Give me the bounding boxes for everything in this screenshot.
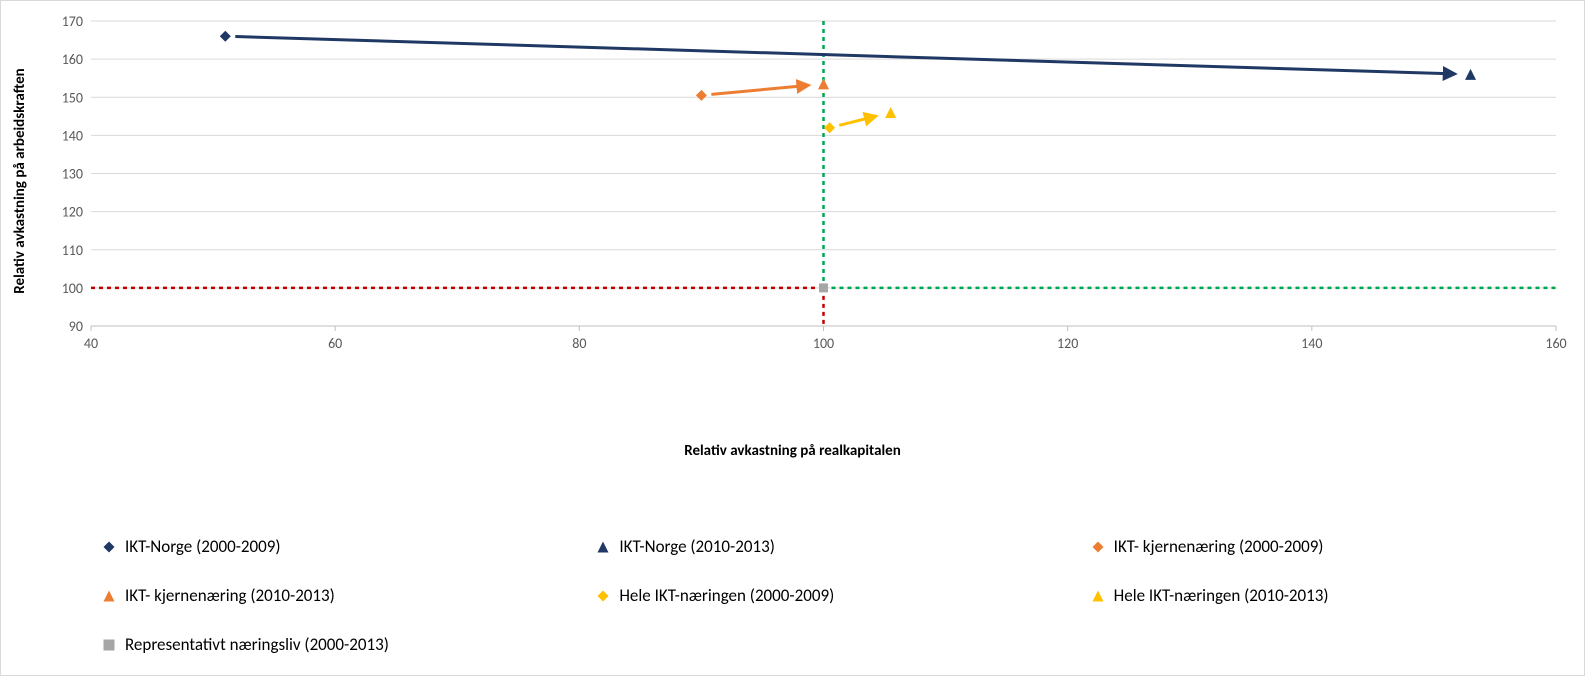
diamond-icon bbox=[595, 588, 611, 604]
svg-text:60: 60 bbox=[328, 335, 342, 352]
point-ikt_kjerne_2000_2009 bbox=[696, 90, 707, 101]
triangle-icon bbox=[595, 539, 611, 555]
diamond-icon bbox=[101, 539, 117, 555]
triangle-icon bbox=[101, 588, 117, 604]
legend-label: IKT- kjernenæring (2010-2013) bbox=[125, 585, 335, 606]
svg-text:120: 120 bbox=[62, 204, 83, 221]
legend-item-ikt_norge_2010_2013: IKT-Norge (2010-2013) bbox=[595, 536, 1069, 557]
legend-label: Representativt næringsliv (2000-2013) bbox=[125, 634, 389, 655]
legend-item-repr_naeringsliv: Representativt næringsliv (2000-2013) bbox=[101, 634, 575, 655]
legend-item-ikt_norge_2000_2009: IKT-Norge (2000-2009) bbox=[101, 536, 575, 557]
svg-text:90: 90 bbox=[69, 318, 83, 335]
legend: IKT-Norge (2000-2009) IKT-Norge (2010-201… bbox=[101, 536, 1564, 655]
point-ikt_kjerne_2010_2013 bbox=[818, 78, 829, 89]
scatter-chart-svg: 9010011012013014015016017040608010012014… bbox=[76, 16, 1571, 356]
point-ikt_norge_2000_2009 bbox=[220, 31, 231, 42]
legend-item-hele_ikt_2010_2013: Hele IKT-næringen (2010-2013) bbox=[1090, 585, 1564, 606]
legend-label: Hele IKT-næringen (2010-2013) bbox=[1114, 585, 1329, 606]
chart-container: Relativ avkastning på arbeidskraften 90 1… bbox=[0, 0, 1585, 676]
triangle-icon bbox=[1090, 588, 1106, 604]
svg-text:80: 80 bbox=[572, 335, 586, 352]
point-ikt_norge_2010_2013 bbox=[1465, 69, 1476, 80]
point-hele_ikt_2010_2013 bbox=[885, 107, 896, 118]
legend-label: IKT-Norge (2000-2009) bbox=[125, 536, 281, 557]
svg-text:160: 160 bbox=[62, 51, 83, 68]
svg-text:100: 100 bbox=[813, 335, 834, 352]
svg-text:150: 150 bbox=[62, 89, 83, 106]
svg-text:170: 170 bbox=[62, 13, 83, 30]
square-icon bbox=[101, 637, 117, 653]
y-axis-label: Relativ avkastning på arbeidskraften bbox=[11, 68, 29, 293]
legend-label: IKT-Norge (2010-2013) bbox=[619, 536, 775, 557]
svg-text:120: 120 bbox=[1057, 335, 1078, 352]
svg-text:100: 100 bbox=[62, 280, 83, 297]
svg-text:110: 110 bbox=[62, 242, 83, 259]
legend-item-hele_ikt_2000_2009: Hele IKT-næringen (2000-2009) bbox=[595, 585, 1069, 606]
svg-text:160: 160 bbox=[1545, 335, 1566, 352]
diamond-icon bbox=[1090, 539, 1106, 555]
x-axis-label: Relativ avkastning på realkapitalen bbox=[684, 442, 901, 460]
svg-text:130: 130 bbox=[62, 166, 83, 183]
plot-area: 9010011012013014015016017040608010012014… bbox=[76, 16, 1571, 356]
point-hele_ikt_2000_2009 bbox=[824, 122, 835, 133]
point-repr_naeringsliv bbox=[819, 283, 828, 292]
legend-label: Hele IKT-næringen (2000-2009) bbox=[619, 585, 834, 606]
legend-label: IKT- kjernenæring (2000-2009) bbox=[1114, 536, 1324, 557]
svg-text:140: 140 bbox=[1301, 335, 1322, 352]
legend-item-ikt_kjerne_2000_2009: IKT- kjernenæring (2000-2009) bbox=[1090, 536, 1564, 557]
legend-item-ikt_kjerne_2010_2013: IKT- kjernenæring (2010-2013) bbox=[101, 585, 575, 606]
svg-text:40: 40 bbox=[84, 335, 98, 352]
svg-text:140: 140 bbox=[62, 127, 83, 144]
